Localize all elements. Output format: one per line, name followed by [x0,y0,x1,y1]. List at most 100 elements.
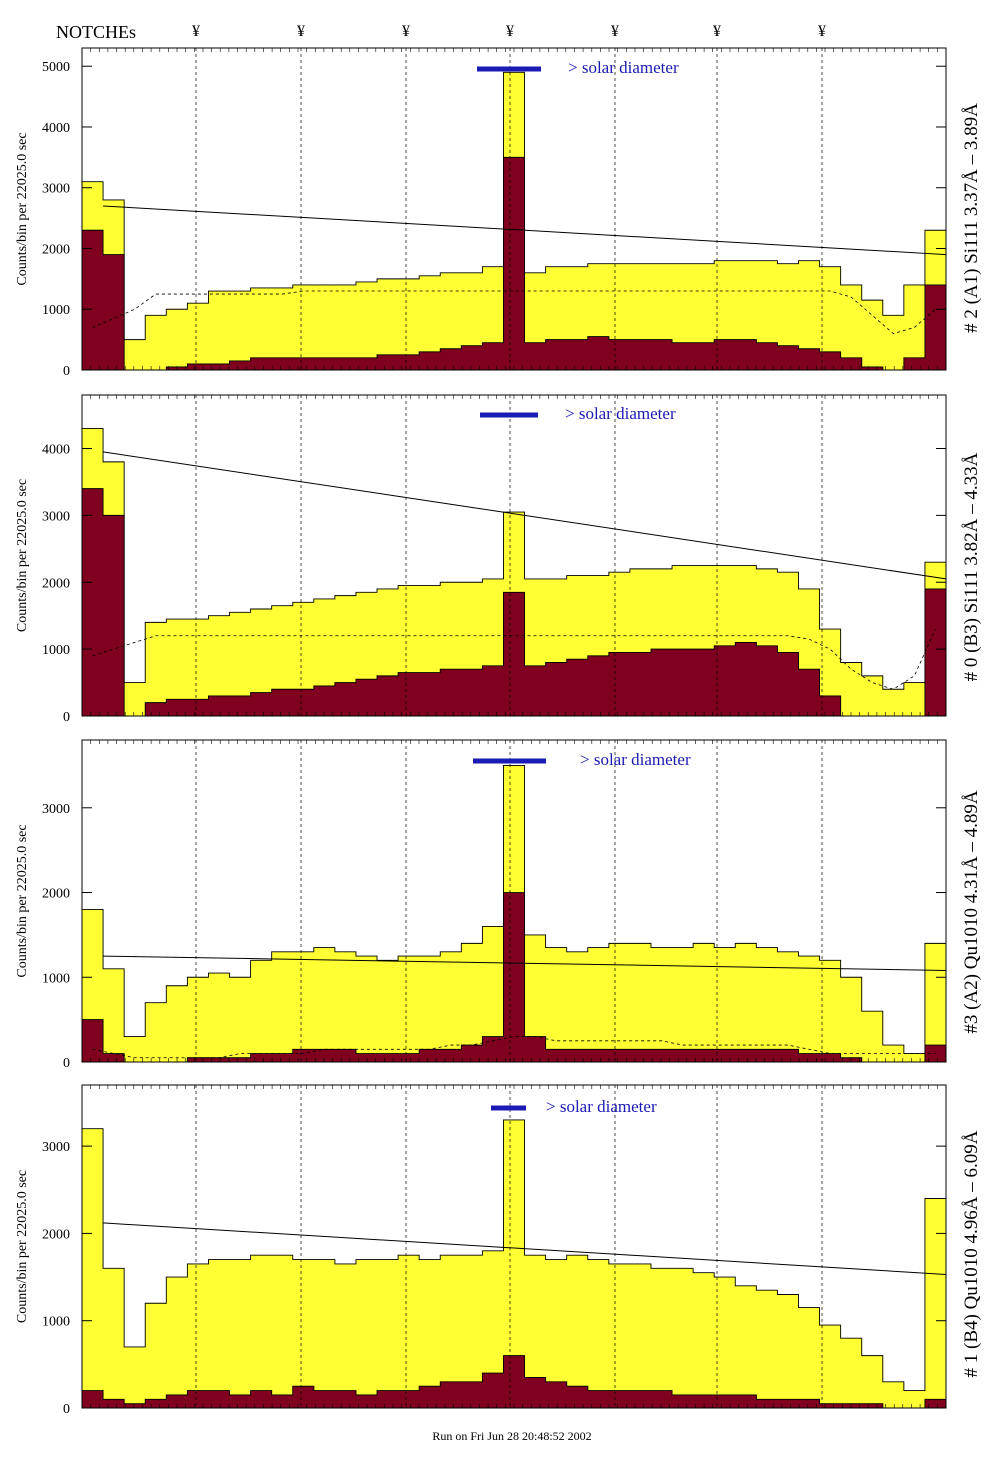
panel-2: 0 1000 2000 3000 4000 Counts/bin per 22025.0 … [15,394,982,725]
peak-bar-4-3 [124,1403,146,1408]
total-bar-3-24 [566,951,589,1062]
peak-bar-1-16 [398,354,420,370]
peak-bar-2-9 [250,692,273,716]
peak-bar-3-26 [608,1049,631,1062]
peak-bar-2-8 [229,695,251,716]
y-axis-label-3: Counts/bin per 22025.0 sec [15,824,30,977]
total-bar-3-33 [756,947,778,1062]
peak-bar-4-8 [229,1394,251,1408]
total-bar-4-33 [756,1290,778,1408]
peak-bar-1-37 [840,357,863,370]
peak-bar-1-28 [650,339,673,370]
peak-bar-1-12 [313,357,336,370]
total-bar-3-7 [208,973,230,1062]
total-bar-4-1 [82,1128,104,1408]
ytick-label-3-3: 2000 [42,887,70,902]
peak-bar-1-27 [629,339,652,370]
peak-bar-3-2 [103,1053,125,1062]
total-bar-3-9 [250,960,273,1062]
total-bar-3-26 [608,943,631,1062]
total-bar-4-39 [882,1381,905,1408]
peak-bar-4-32 [735,1394,757,1408]
total-bar-4-15 [377,1259,399,1408]
total-bar-1-7 [208,291,230,370]
peak-bar-2-14 [355,679,378,716]
peak-bar-3-41 [924,1045,947,1062]
peak-bar-2-12 [313,685,336,716]
total-bar-1-6 [187,303,209,370]
total-bar-4-6 [187,1263,209,1408]
peak-bar-4-28 [650,1390,673,1408]
peak-bar-4-10 [271,1394,294,1408]
peak-bar-1-13 [334,357,357,370]
ytick-label-4-2: 1000 [42,1315,70,1330]
total-bar-1-11 [292,284,315,370]
peak-bar-4-22 [524,1377,547,1408]
total-outline-2 [81,427,947,716]
peak-bar-3-14 [355,1053,378,1062]
total-outline-3 [81,764,947,1062]
solar-diameter-label-1: > solar diameter [568,58,679,77]
peak-bar-4-19 [461,1381,483,1408]
total-bar-1-10 [271,287,294,370]
peak-bar-3-37 [840,1057,863,1062]
ytick-label-1-2: 1000 [42,303,70,318]
total-bar-1-39 [882,315,905,370]
total-bar-3-36 [819,960,842,1062]
total-bar-3-30 [693,943,715,1062]
peak-bar-1-14 [355,357,378,370]
total-bar-3-15 [377,960,399,1062]
peak-bar-3-7 [208,1057,230,1062]
ytick-label-1-6: 5000 [42,60,70,75]
ytick-label-1-3: 2000 [42,242,70,257]
total-bar-4-22 [524,1255,547,1408]
peak-outline-3 [81,892,947,1063]
peak-bar-2-27 [629,652,652,716]
peak-bar-2-26 [608,652,631,716]
total-bar-1-34 [777,263,799,370]
peak-bar-1-15 [377,354,399,370]
peak-bar-3-33 [756,1049,778,1062]
total-bar-4-2 [103,1268,125,1408]
total-bar-4-37 [840,1338,863,1408]
total-bar-1-15 [377,278,399,370]
peak-bar-2-5 [166,699,188,716]
notch-marker-4: ¥ [506,23,514,40]
notch-marker-6: ¥ [713,23,721,40]
peak-bar-2-20 [482,665,504,716]
total-bar-4-9 [250,1255,273,1408]
total-bar-4-28 [650,1268,673,1408]
panel-4: 0 1000 2000 3000 Counts/bin per 22025.0 sec #… [15,1084,982,1417]
peak-bar-3-22 [524,1036,547,1062]
peak-bar-4-41 [924,1399,947,1408]
peak-bar-4-9 [250,1390,273,1408]
peak-bar-4-35 [798,1399,820,1408]
total-bar-2-37 [840,662,863,716]
peak-bar-3-15 [377,1053,399,1062]
total-bar-4-20 [482,1250,504,1408]
total-bar-3-22 [524,934,547,1062]
total-bar-1-8 [229,291,251,370]
ytick-label-2-1: 0 [63,710,70,725]
total-bar-3-8 [229,977,251,1062]
peak-bar-2-28 [650,649,673,717]
peak-bar-4-1 [82,1390,104,1408]
total-bar-1-14 [355,281,378,370]
fit-line-2 [102,451,947,580]
total-bar-1-38 [861,300,884,370]
total-bar-4-27 [629,1263,652,1408]
total-bar-3-14 [355,956,378,1062]
peak-bar-3-30 [693,1049,715,1062]
ytick-label-3-1: 0 [63,1056,70,1071]
panel-3: 0 1000 2000 3000 Counts/bin per 22025.0 sec #… [15,739,982,1071]
peak-bar-1-19 [461,345,483,370]
peak-bar-1-2 [103,254,125,370]
peak-bar-2-21 [503,592,525,716]
peak-bar-4-34 [777,1399,799,1408]
total-bar-4-5 [166,1277,188,1408]
total-bar-4-23 [545,1259,568,1408]
peak-bar-1-11 [292,357,315,370]
total-bar-4-17 [419,1259,441,1408]
run-footer: Run on Fri Jun 28 20:48:52 2002 [432,1429,591,1443]
notch-marker-5: ¥ [611,23,619,40]
